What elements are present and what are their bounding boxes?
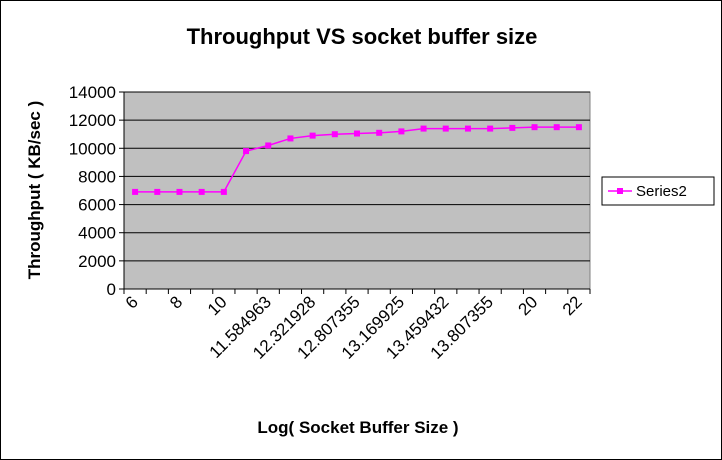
y-tick-label: 12000: [69, 111, 116, 130]
data-point: [531, 124, 538, 131]
data-point: [220, 188, 227, 195]
data-point: [176, 188, 183, 195]
data-point: [198, 188, 205, 195]
y-axis-title: Throughput ( KB/sec ): [25, 101, 44, 279]
data-point: [287, 135, 294, 142]
y-tick-label: 6000: [78, 196, 116, 215]
x-axis-title: Log( Socket Buffer Size ): [257, 418, 458, 437]
y-tick-label: 2000: [78, 252, 116, 271]
chart-title: Throughput VS socket buffer size: [187, 24, 538, 49]
axes: [119, 91, 591, 294]
y-tick-label: 10000: [69, 139, 116, 158]
data-point: [354, 130, 360, 137]
data-point: [331, 131, 338, 138]
data-point: [132, 188, 139, 195]
data-point: [154, 188, 161, 195]
data-point: [309, 132, 316, 139]
data-point: [487, 125, 494, 132]
plot-area: [123, 91, 591, 290]
data-point: [442, 125, 449, 132]
y-tick-label: 4000: [78, 224, 116, 243]
data-point: [553, 124, 560, 131]
legend-marker-swatch: [617, 188, 623, 194]
data-point: [464, 125, 471, 132]
data-point: [243, 148, 250, 155]
y-tick-label: 0: [107, 280, 116, 299]
data-point: [575, 124, 582, 131]
y-tick-labels: 0 2000 4000 6000 8000 10000 12000 14000: [69, 83, 116, 299]
y-tick-label: 14000: [69, 83, 116, 102]
series-layer: [132, 124, 582, 195]
legend: Series2: [601, 176, 715, 206]
data-point: [509, 124, 516, 131]
y-tick-label: 8000: [78, 167, 116, 186]
legend-label-series2: Series2: [636, 183, 687, 200]
data-point: [376, 129, 383, 136]
data-point: [265, 142, 272, 149]
gridlines: [124, 91, 590, 262]
data-point: [398, 128, 405, 135]
data-point: [420, 125, 427, 132]
